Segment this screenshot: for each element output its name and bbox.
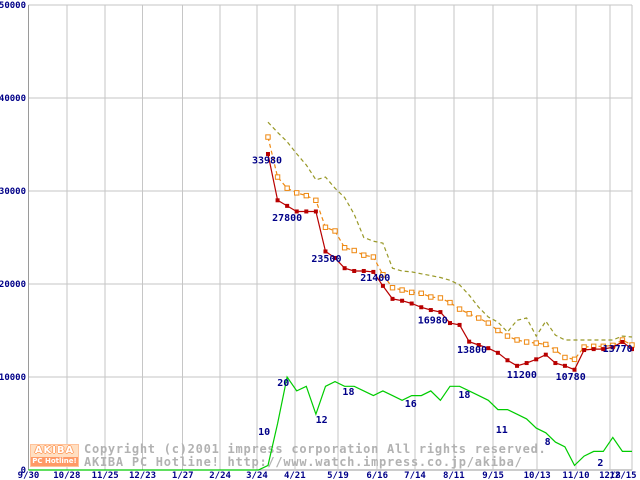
logo-pc-hotline-text: PC Hotline! [31,457,78,466]
x-tick-label: 12/8 [599,471,621,480]
x-tick-label: 2/24 [209,471,231,480]
x-tick-label: 11/10 [562,471,589,480]
price-data-label: 21400 [360,273,390,284]
x-tick-label: 10/28 [53,471,80,480]
shop-count-data-label: 20 [277,378,289,389]
shop-count-data-label: 8 [545,437,551,448]
series-orange-dashed [265,134,635,363]
price-data-label: 10780 [556,372,586,383]
shop-count-data-label: 11 [496,425,508,436]
shop-count-data-label: 10 [258,427,270,438]
price-data-label: 23500 [311,254,341,265]
price-data-label: 13770 [603,344,633,355]
price-data-label: 16980 [418,315,448,326]
price-data-label: 13800 [457,345,487,356]
x-tick-label: 3/24 [246,471,268,480]
series-red-solid [265,151,634,372]
x-tick-label: 12/23 [129,471,156,480]
copyright-text: Copyright (c)2001 impress corporation Al… [84,442,547,456]
y-tick-label: 30000 [0,187,26,197]
price-data-label: 27800 [272,213,302,224]
x-tick-label: 11/25 [92,471,119,480]
series-green-solid [28,375,632,471]
series-olive-dashed [267,121,633,341]
y-tick-label: 10000 [0,373,26,383]
x-tick-label: 9/15 [482,471,504,480]
x-tick-label: 1/27 [172,471,194,480]
y-tick-label: 40000 [0,94,26,104]
logo-akiba-text: AKIBA [34,445,75,456]
gridlines [28,4,633,471]
x-tick-label: 9/30 [18,471,40,480]
chart-series [28,121,635,471]
x-tick-label: 5/19 [327,471,349,480]
shop-count-data-label: 18 [458,390,470,401]
y-tick-label: 20000 [0,280,26,290]
y-tick-label: 50000 [0,1,26,11]
x-tick-label: 12/15 [609,471,636,480]
price-data-label: 11200 [507,370,537,381]
x-tick-label: 8/11 [443,471,465,480]
y-tick-label: 0 [21,466,26,476]
data-labels: 33980 27800 23500 21400 16980 13800 11200 10780… [252,155,633,469]
shop-count-data-label: 2 [597,458,603,469]
price-data-label: 33980 [252,155,282,166]
x-tick-label: 7/14 [404,471,426,480]
akiba-pc-hotline-logo: AKIBA PC Hotline! [30,444,79,467]
x-tick-label: 4/21 [284,471,306,480]
source-url-text: AKIBA PC Hotline! http://www.watch.impre… [84,455,523,469]
shop-count-data-label: 12 [316,415,328,426]
x-tick-label: 6/16 [366,471,388,480]
shop-count-data-label: 18 [342,387,354,398]
shop-count-data-label: 16 [405,399,417,410]
x-tick-label: 10/13 [524,471,551,480]
